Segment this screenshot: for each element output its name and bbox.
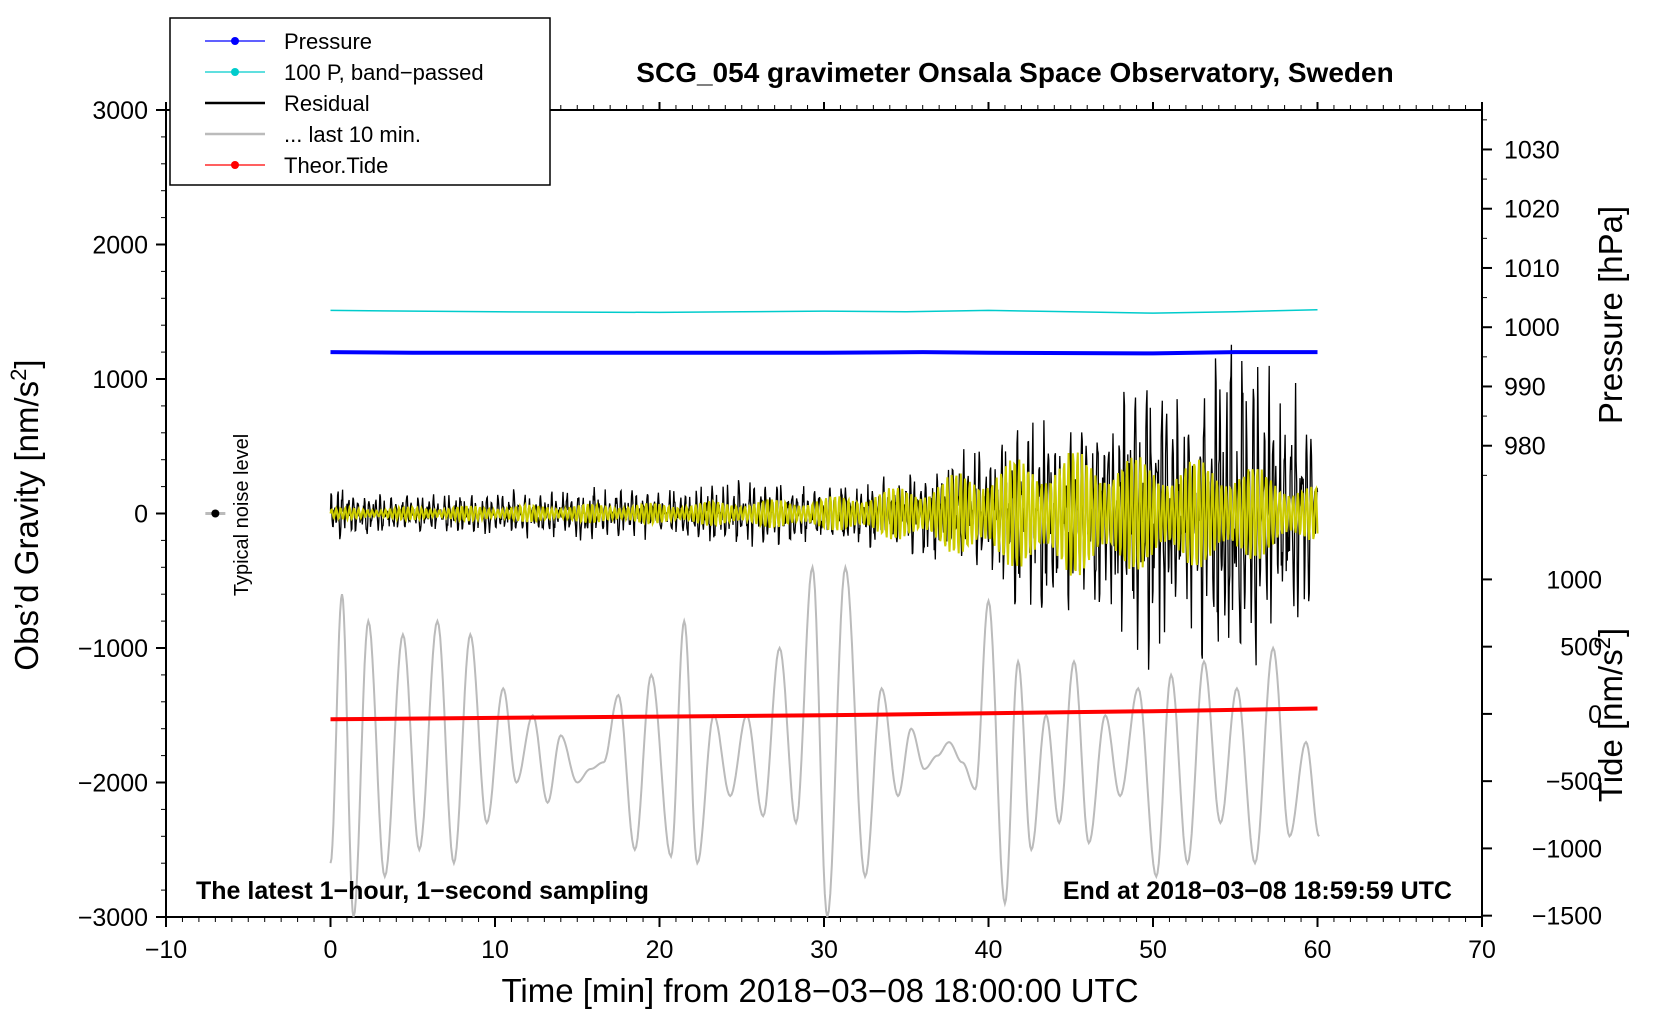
pressure-axis-ticks: 980 990 1000 1010 1020 1030 [1482,119,1560,476]
legend-swatch-marker [231,161,239,169]
y-axis-left-title-close: ] [8,359,45,368]
tide-tick-label: −500 [1546,768,1602,796]
legend-label: ... last 10 min. [284,122,421,147]
tide-tick-label: −1500 [1532,903,1602,931]
pressure-tick-label: 990 [1504,373,1546,401]
chart-title: SCG_054 gravimeter Onsala Space Observat… [636,57,1393,88]
x-tick-label: 10 [481,936,509,964]
x-tick-label: 0 [324,936,338,964]
y-tick-label: −2000 [78,770,148,798]
tide-tick-label: −1000 [1532,835,1602,863]
legend-label: Theor.Tide [284,153,388,178]
y-axis-left-title: Obs’d Gravity [nm/s2] [6,359,46,670]
y-axis-left-title-sup: 2 [6,369,31,381]
pressure-tick-label: 1000 [1504,314,1560,342]
tide-tick-label: 500 [1560,634,1602,662]
series-pressure-line [330,350,1318,356]
y-tick-label: 0 [134,501,148,529]
x-tick-label: 20 [646,936,674,964]
tide-tick-label: 0 [1588,701,1602,729]
x-tick-label: −10 [145,936,187,964]
y-tick-label: 2000 [92,232,148,260]
series-100p-band-passed-line [330,308,1318,314]
legend-swatch-marker [231,68,239,76]
x-tick-label: 30 [810,936,838,964]
series-band-passed-residual-line [329,452,1319,576]
end-time-annotation: End at 2018−03−08 18:59:59 UTC [1063,877,1452,905]
x-tick-label: 60 [1304,936,1332,964]
series-theor-tide-line [330,706,1318,722]
tide-axis-title-sup: 2 [1590,637,1615,649]
series-layer [329,308,1320,918]
tide-axis-ticks: −1500 −1000 −500 0 500 1000 [1482,566,1602,931]
pressure-tick-label: 1010 [1504,255,1560,283]
tide-axis-title-main: Tide [nm/s [1592,649,1629,802]
x-tick-label: 40 [975,936,1003,964]
x-tick-label: 50 [1139,936,1167,964]
noise-level-label: Typical noise level [231,434,253,596]
pressure-tick-label: 1030 [1504,136,1560,164]
pressure-tick-label: 1020 [1504,196,1560,224]
x-tick-label: 70 [1468,936,1496,964]
legend-swatch-marker [231,37,239,45]
legend-label: Residual [284,91,370,116]
sampling-annotation: The latest 1−hour, 1−second sampling [196,877,649,905]
tide-axis-title-close: ] [1592,628,1629,637]
x-axis-ticks: −10 0 10 20 30 40 50 60 70 [145,102,1496,964]
tide-axis-title: Tide [nm/s2] [1590,628,1630,802]
pressure-tick-label: 980 [1504,433,1546,461]
y-axis-ticks: −3000 −2000 −1000 0 1000 2000 3000 [78,97,166,932]
legend: Pressure 100 P, band−passed Residual ... la… [169,17,551,186]
series-residual-line [329,344,1319,670]
x-axis-title: Time [min] from 2018−03−08 18:00:00 UTC [501,972,1138,1009]
noise-marker-group [205,509,226,518]
legend-label: Pressure [284,29,372,54]
y-tick-label: 3000 [92,97,148,125]
y-tick-label: 1000 [92,366,148,394]
series-last-10-min-line [329,563,1320,918]
legend-box [169,17,551,186]
tide-tick-label: 1000 [1546,566,1602,594]
pressure-axis-title: Pressure [hPa] [1592,206,1629,424]
y-tick-label: −1000 [78,635,148,663]
noise-marker-dot [211,509,220,518]
legend-label: 100 P, band−passed [284,60,484,85]
y-axis-left-title-main: Obs’d Gravity [nm/s [8,381,45,671]
y-tick-label: −3000 [78,904,148,932]
